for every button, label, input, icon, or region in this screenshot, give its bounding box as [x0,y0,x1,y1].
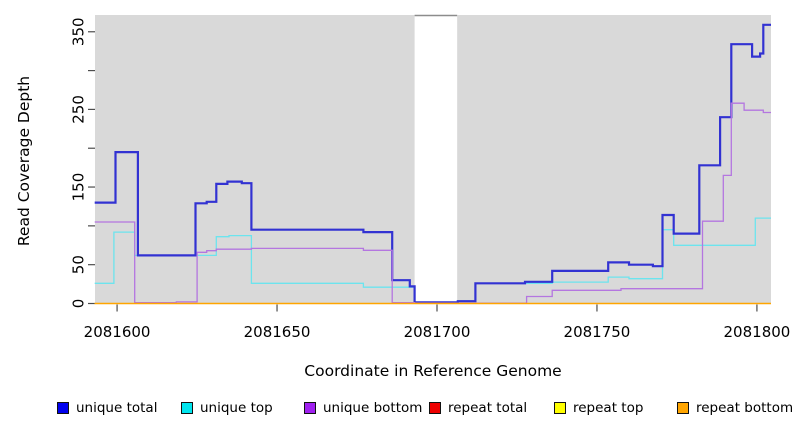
legend-label: unique total [76,400,158,416]
y-axis-title: Read Coverage Depth [15,75,33,247]
legend-label: unique top [200,400,273,416]
unique-top-swatch-icon [181,402,193,414]
x-tick-label: 2081650 [244,323,311,341]
repeat-bottom-swatch-icon [677,402,689,414]
legend-item-unique-bottom: unique bottom [304,399,422,417]
legend-item-repeat-total: repeat total [429,399,527,417]
legend-item-repeat-top: repeat top [554,399,643,417]
x-tick-label: 2081600 [84,323,151,341]
y-tick-label: 50 [70,255,88,274]
x-axis-title: Coordinate in Reference Genome [304,362,562,380]
y-tick-label: 250 [70,95,88,124]
x-tick-label: 2081700 [404,323,471,341]
legend-item-unique-top: unique top [181,399,273,417]
unique-bottom-swatch-icon [304,402,316,414]
legend-item-repeat-bottom: repeat bottom [677,399,792,417]
y-tick-label: 0 [70,299,88,309]
legend-label: unique bottom [323,400,423,416]
repeat-total-swatch-icon [429,402,441,414]
chart-legend: unique total unique top unique bottom re… [0,399,792,421]
legend-label: repeat total [448,400,528,416]
coverage-gap-region [414,15,458,304]
y-tick-label: 350 [70,17,88,46]
unique-total-swatch-icon [57,402,69,414]
x-tick-label: 2081750 [564,323,631,341]
legend-label: repeat bottom [696,400,792,416]
repeat-top-swatch-icon [554,402,566,414]
y-tick-label: 150 [70,173,88,202]
legend-item-unique-total: unique total [57,399,157,417]
series-line-unique-total [94,23,771,304]
legend-label: repeat top [573,400,644,416]
x-tick-label: 2081800 [724,323,791,341]
